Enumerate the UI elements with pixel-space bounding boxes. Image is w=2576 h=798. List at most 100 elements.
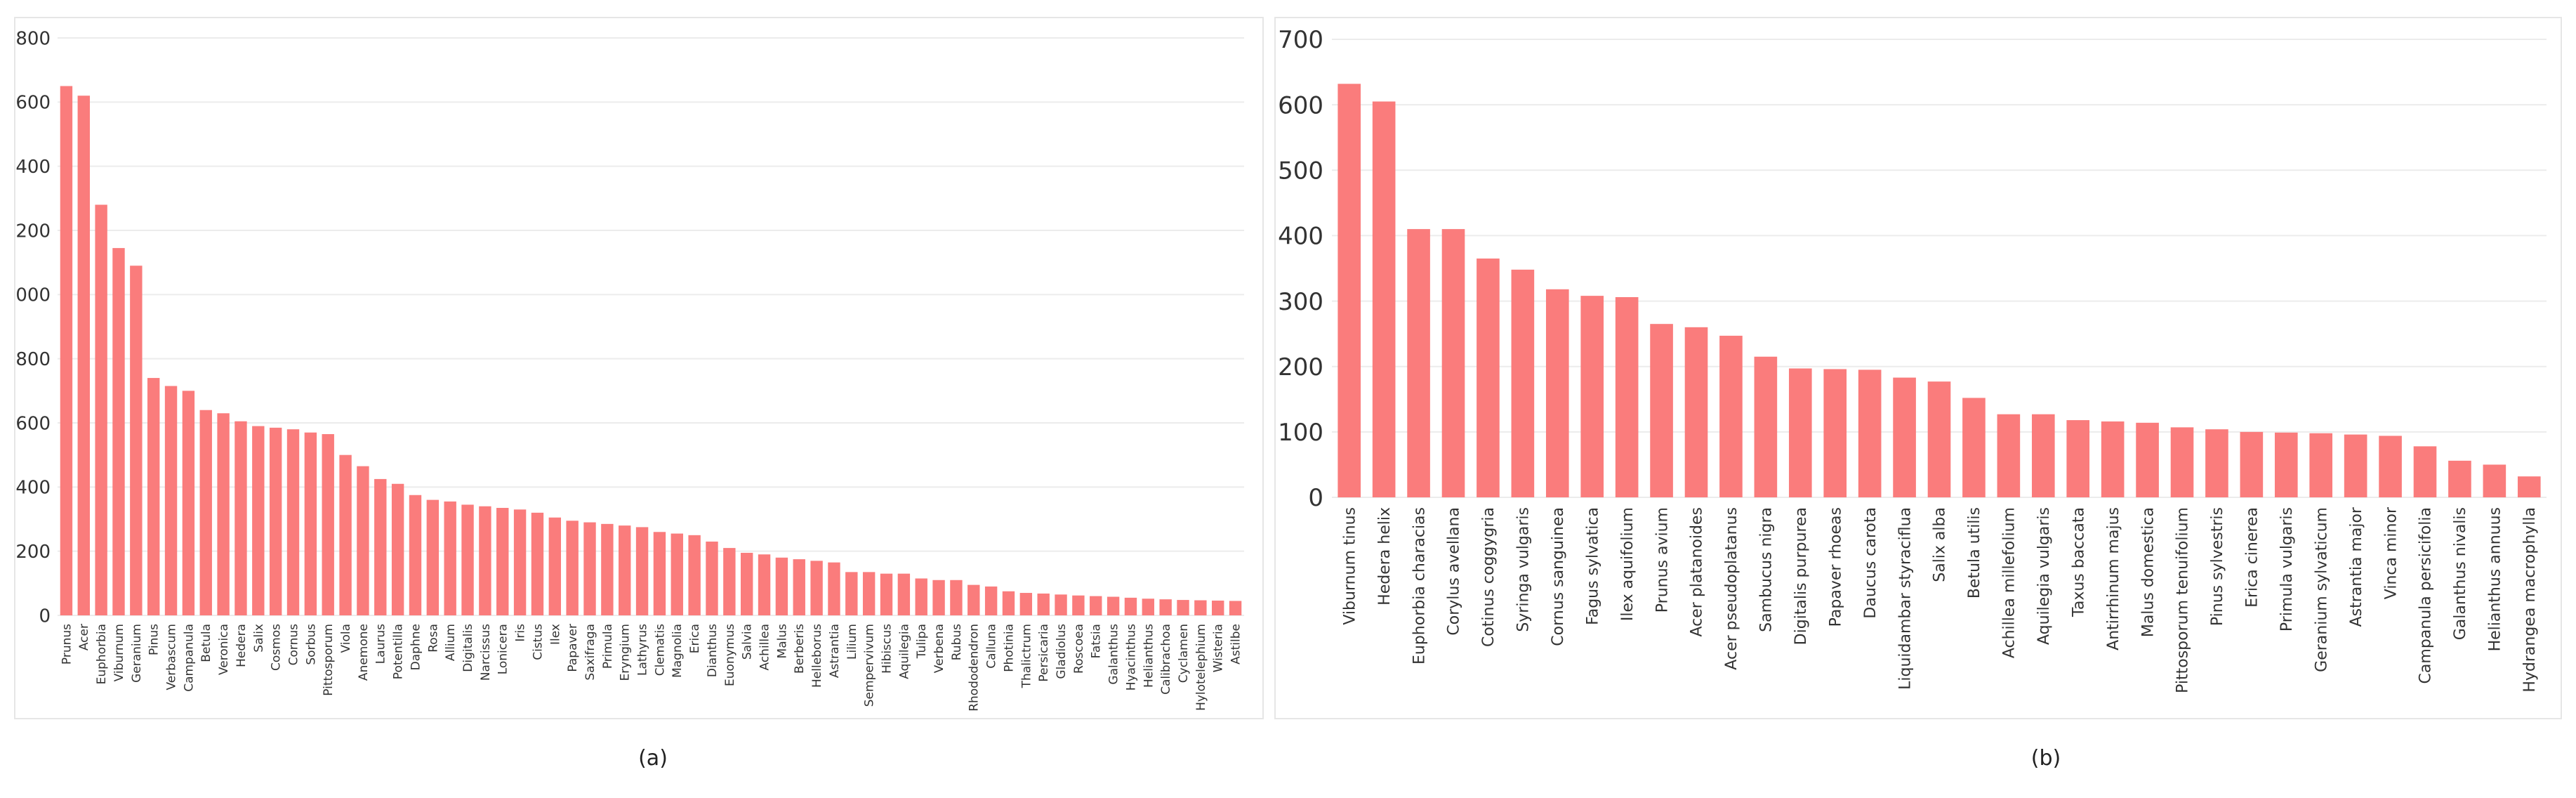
bar [496, 508, 509, 615]
x-tick-label: Salix alba [1931, 507, 1949, 582]
bar [1037, 593, 1050, 615]
x-tick-label: Gladiolus [1055, 624, 1069, 679]
x-tick-label: Hedera helix [1376, 507, 1394, 606]
bar [566, 521, 579, 615]
bar [2101, 421, 2125, 497]
x-tick-label: Pittosporum tenuifolium [2174, 507, 2192, 693]
x-tick-label: Allium [444, 624, 458, 661]
x-tick-label: Pinus [147, 624, 161, 655]
bar [1090, 596, 1102, 615]
y-tick-label: 0 [39, 606, 51, 627]
y-tick-label: 400 [15, 478, 51, 499]
bar [269, 427, 282, 615]
y-tick-label: 1200 [15, 221, 51, 242]
bar [304, 432, 317, 615]
x-tick-label: Roscoea [1072, 624, 1086, 674]
x-tick-label: Cotinus coggygria [1480, 507, 1498, 647]
x-tick-label: Viola [339, 624, 353, 653]
x-tick-label: Calibrachoa [1159, 624, 1173, 695]
bar [932, 580, 945, 615]
bar [723, 548, 736, 615]
x-tick-label: Prunus [60, 624, 74, 665]
bar [322, 433, 334, 615]
x-tick-label: Digitalis purpurea [1792, 507, 1810, 645]
x-tick-label: Erica [688, 624, 702, 653]
bar [1650, 324, 1673, 497]
x-tick-label: Corylus avellana [1446, 507, 1463, 636]
x-tick-label: Aquilegia vulgaris [2035, 507, 2053, 645]
bar [845, 572, 858, 615]
bar [1858, 369, 1882, 497]
bar [897, 573, 911, 615]
bar [164, 386, 178, 615]
bar [130, 266, 143, 615]
bar [1477, 259, 1500, 497]
x-tick-label: Erica cinerea [2244, 507, 2261, 608]
bar [984, 586, 998, 615]
x-tick-label: Betula utilis [1966, 507, 1983, 598]
bar [182, 391, 195, 615]
bar [235, 421, 247, 615]
y-tick-label: 700 [1278, 26, 1323, 54]
bar [706, 541, 718, 615]
bar [1962, 398, 1986, 497]
bar [880, 573, 893, 615]
x-tick-label: Euonymus [723, 624, 737, 686]
bar [1580, 296, 1604, 497]
x-tick-label: Iris [514, 624, 528, 642]
bar [1511, 269, 1535, 497]
bar [2309, 433, 2333, 497]
x-tick-label: Achillea [758, 624, 772, 671]
bar [147, 378, 160, 615]
bar [286, 429, 300, 615]
bar [479, 506, 491, 615]
x-tick-label: Acer [77, 624, 91, 650]
bar [1545, 289, 1569, 497]
bar [862, 572, 876, 615]
bar [2136, 422, 2159, 497]
x-tick-label: Laurus [374, 624, 388, 664]
y-tick-label: 300 [1278, 288, 1323, 316]
chart-panel-b: 0 100 200 300 400 500 600 700 Viburnum tinus Hede… [1274, 17, 2562, 719]
x-tick-label: Dianthus [706, 624, 720, 677]
x-tick-label: Prunus avium [1653, 507, 1671, 613]
x-tick-label: Rubus [950, 624, 964, 660]
x-tick-label: Campanula persicifolia [2417, 507, 2435, 683]
x-tick-label: Cornus sanguinea [1550, 507, 1567, 646]
x-tick-label: Astrantia major [2348, 506, 2365, 627]
x-tick-label: Clematis [653, 624, 667, 676]
y-tick-label: 400 [1278, 223, 1323, 251]
bar [2170, 427, 2194, 497]
x-tick-label: Thalictrum [1019, 624, 1033, 688]
bar [444, 501, 456, 615]
x-tick-label: Ilex [548, 624, 562, 645]
y-tick-label: 1400 [15, 157, 51, 178]
bar [409, 495, 422, 615]
bar [601, 523, 614, 615]
x-tick-label: Sempervivum [863, 624, 877, 707]
caption-b: (b) [2030, 746, 2061, 771]
x-tick-label: Achillea millefolium [2001, 507, 2019, 658]
bar [77, 96, 90, 615]
bar [1177, 600, 1189, 615]
bar [461, 504, 474, 615]
bar [1893, 377, 1916, 497]
bar [2483, 464, 2506, 497]
bar [793, 559, 805, 615]
x-tick-label: Helianthus [1142, 624, 1156, 688]
x-tick-label: Potentilla [392, 624, 406, 679]
x-tick-label: Primula vulgaris [2278, 507, 2296, 632]
bar [2066, 420, 2090, 497]
x-tick-label: Tulipa [915, 624, 929, 659]
bar [513, 509, 527, 615]
x-tick-label: Verbascum [164, 624, 178, 691]
y-tick-label: 200 [15, 542, 51, 563]
bar [1997, 414, 2021, 497]
bar [1719, 335, 1743, 497]
x-tick-label: Narcissus [479, 624, 493, 681]
x-tick-label: Photinia [1002, 624, 1016, 672]
y-tick-label: 800 [15, 349, 51, 370]
x-tick-label: Anemone [357, 624, 371, 681]
bar [688, 535, 701, 615]
bar [1194, 600, 1207, 615]
